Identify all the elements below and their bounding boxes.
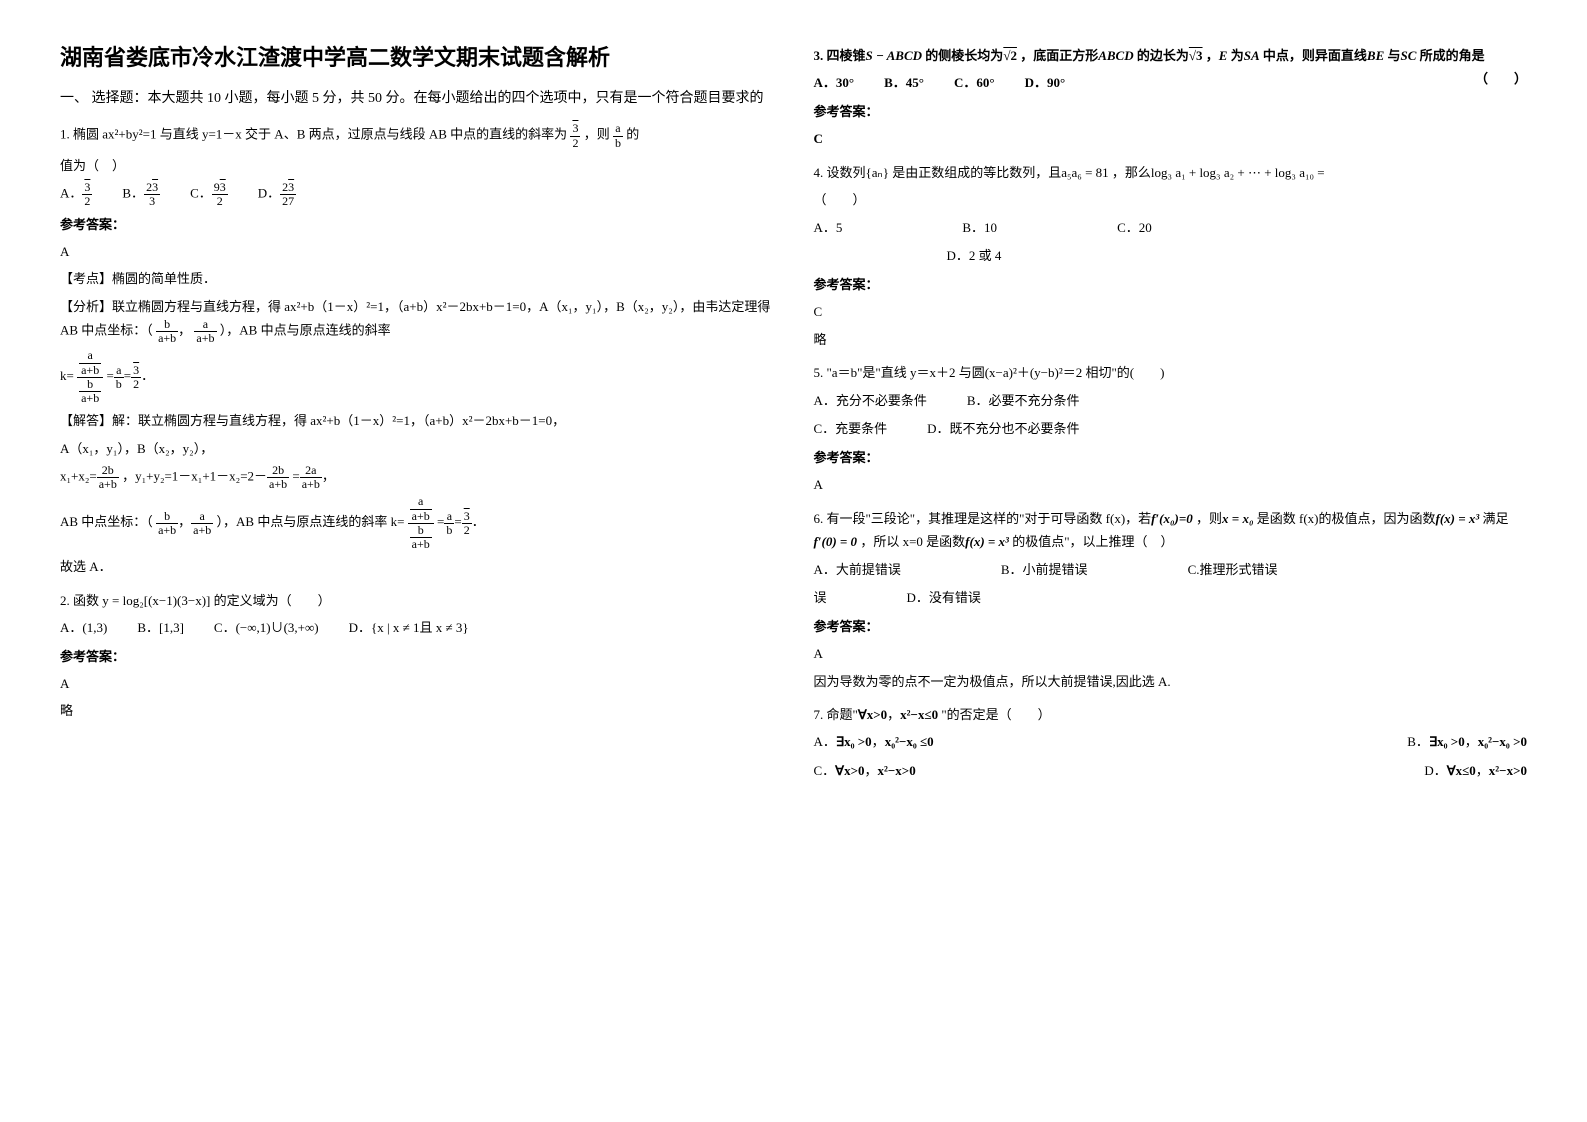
q1-gu: 故选 A． (60, 555, 774, 578)
frac-sqrt3-2: 32 (570, 122, 580, 149)
q1-kaodian: 【考点】椭圆的简单性质． (60, 267, 774, 290)
q1-jieda: 【解答】解：联立椭圆方程与直线方程，得 ax²+b（1－x）²=1，（a+b）x… (60, 409, 774, 432)
left-column: 湖南省娄底市冷水江渣渡中学高二数学文期末试题含解析 一、 选择题：本大题共 10… (60, 40, 774, 1082)
q1-ans: A (60, 240, 774, 263)
section-1-head: 一、 选择题：本大题共 10 小题，每小题 5 分，共 50 分。在每小题给出的… (60, 88, 774, 110)
question-1: 1. 椭圆 ax²+by²=1 与直线 y=1－x 交于 A、B 两点，过原点与… (60, 122, 774, 578)
q1-stem-c: 的 (626, 127, 639, 142)
frac-a-b: ab (613, 122, 623, 149)
question-7: 7. 命题"∀x>0，x²−x≤0 "的否定是（ ） A．∃x₀ >0，x₀²−… (814, 703, 1528, 784)
question-6: 6. 有一段"三段论"，其推理是这样的"对于可导函数 f(x)，若f′(x₀)=… (814, 507, 1528, 693)
question-2: 2. 函数 y = log₂[(x−1)(3−x)] 的定义域为（ ） A．(1… (60, 589, 774, 723)
q1-stem-b: ，则 (584, 127, 610, 142)
q1-k: k= (60, 368, 74, 383)
q1-stem-a: 1. 椭圆 ax²+by²=1 与直线 y=1－x 交于 A、B 两点，过原点与… (60, 127, 567, 142)
q1-ans-label: 参考答案： (60, 213, 774, 236)
q1-fenxi2: ），AB 中点与原点连线的斜率 (220, 323, 391, 338)
right-column: 3. 四棱锥S − ABCD 的侧棱长均为√2 ，底面正方形ABCD 的边长为√… (814, 40, 1528, 1082)
doc-title: 湖南省娄底市冷水江渣渡中学高二数学文期末试题含解析 (60, 40, 774, 72)
q1-jieda2: A（x₁，y₁），B（x₂，y₂）， (60, 437, 774, 460)
q1-options: A．32 B．233 C．932 D．2327 (60, 181, 774, 208)
q1-stem-d: 值为（ ） (60, 154, 774, 177)
question-5: 5. "a＝b"是"直线 y＝x＋2 与圆(x−a)²＋(y−b)²＝2 相切"… (814, 361, 1528, 497)
question-4: 4. 设数列{aₙ} 是由正数组成的等比数列，且a₅a₆ = 81 ，那么log… (814, 161, 1528, 351)
question-3: 3. 四棱锥S − ABCD 的侧棱长均为√2 ，底面正方形ABCD 的边长为√… (814, 44, 1528, 151)
